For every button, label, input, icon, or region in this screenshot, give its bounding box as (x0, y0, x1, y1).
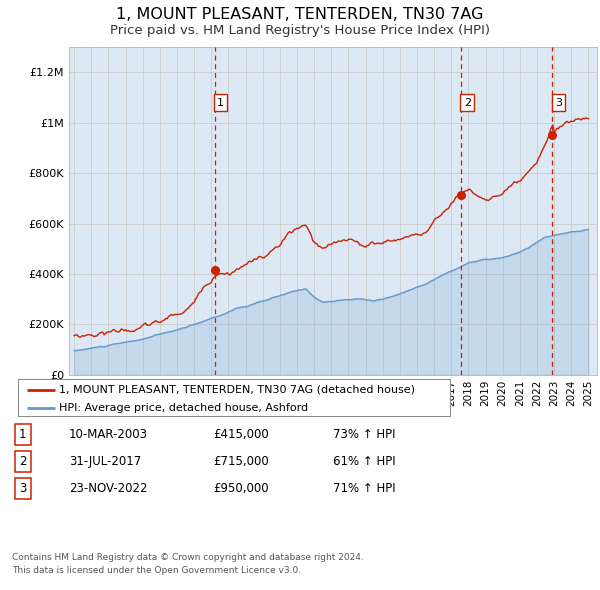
Text: 10-MAR-2003: 10-MAR-2003 (69, 428, 148, 441)
Text: 1, MOUNT PLEASANT, TENTERDEN, TN30 7AG (detached house): 1, MOUNT PLEASANT, TENTERDEN, TN30 7AG (… (59, 385, 415, 395)
Text: 31-JUL-2017: 31-JUL-2017 (69, 455, 141, 468)
Text: 1, MOUNT PLEASANT, TENTERDEN, TN30 7AG: 1, MOUNT PLEASANT, TENTERDEN, TN30 7AG (116, 7, 484, 22)
Text: Price paid vs. HM Land Registry's House Price Index (HPI): Price paid vs. HM Land Registry's House … (110, 24, 490, 37)
Text: 71% ↑ HPI: 71% ↑ HPI (333, 482, 395, 495)
Text: 2: 2 (19, 455, 26, 468)
Text: £715,000: £715,000 (213, 455, 269, 468)
Text: 73% ↑ HPI: 73% ↑ HPI (333, 428, 395, 441)
Text: 3: 3 (19, 482, 26, 495)
Text: This data is licensed under the Open Government Licence v3.0.: This data is licensed under the Open Gov… (12, 566, 301, 575)
Text: 61% ↑ HPI: 61% ↑ HPI (333, 455, 395, 468)
Text: 23-NOV-2022: 23-NOV-2022 (69, 482, 148, 495)
Text: Contains HM Land Registry data © Crown copyright and database right 2024.: Contains HM Land Registry data © Crown c… (12, 553, 364, 562)
Text: HPI: Average price, detached house, Ashford: HPI: Average price, detached house, Ashf… (59, 403, 308, 413)
Text: 2: 2 (464, 97, 471, 107)
Text: 1: 1 (217, 97, 224, 107)
Text: 3: 3 (555, 97, 562, 107)
Text: £415,000: £415,000 (213, 428, 269, 441)
Text: 1: 1 (19, 428, 26, 441)
Text: £950,000: £950,000 (213, 482, 269, 495)
